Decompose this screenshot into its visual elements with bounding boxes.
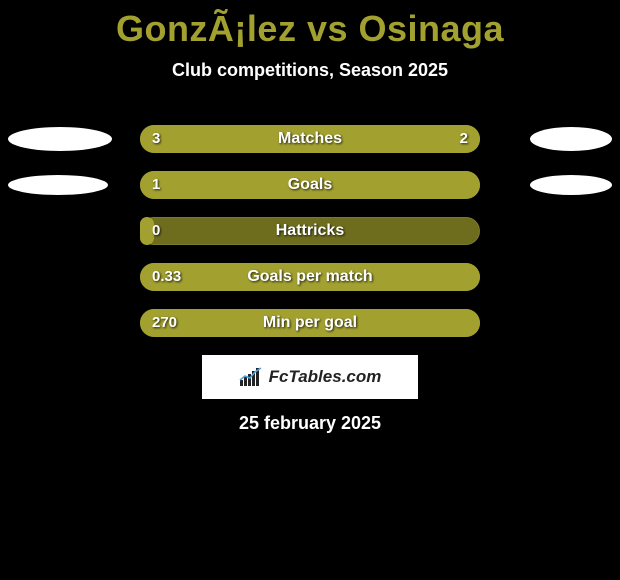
- stat-bar: 1 Goals: [140, 171, 480, 199]
- brand-box[interactable]: FcTables.com: [202, 355, 418, 399]
- player-right-ellipse: [530, 127, 612, 151]
- stat-label: Goals: [140, 171, 480, 199]
- stat-row: 0 Hattricks: [0, 217, 620, 245]
- bars-icon: [239, 367, 265, 387]
- stat-bar: 0.33 Goals per match: [140, 263, 480, 291]
- stat-row: 1 Goals: [0, 171, 620, 199]
- player-right-ellipse: [530, 175, 612, 195]
- stat-label: Matches: [140, 125, 480, 153]
- brand-inner: FcTables.com: [239, 367, 382, 387]
- page-title: GonzÃ¡lez vs Osinaga: [0, 0, 620, 50]
- brand-text: FcTables.com: [269, 367, 382, 387]
- date-text: 25 february 2025: [0, 413, 620, 434]
- stat-label: Goals per match: [140, 263, 480, 291]
- comparison-card: GonzÃ¡lez vs Osinaga Club competitions, …: [0, 0, 620, 580]
- stat-bar: 3 Matches 2: [140, 125, 480, 153]
- stats-rows: 3 Matches 2 1 Goals 0 Hatt: [0, 125, 620, 337]
- stat-row: 270 Min per goal: [0, 309, 620, 337]
- stat-label: Hattricks: [140, 217, 480, 245]
- subtitle: Club competitions, Season 2025: [0, 60, 620, 81]
- stat-bar: 0 Hattricks: [140, 217, 480, 245]
- player-left-ellipse: [8, 175, 108, 195]
- player-left-ellipse: [8, 127, 112, 151]
- stat-row: 3 Matches 2: [0, 125, 620, 153]
- stat-label: Min per goal: [140, 309, 480, 337]
- stat-bar: 270 Min per goal: [140, 309, 480, 337]
- stat-row: 0.33 Goals per match: [0, 263, 620, 291]
- stat-right-value: 2: [460, 125, 468, 153]
